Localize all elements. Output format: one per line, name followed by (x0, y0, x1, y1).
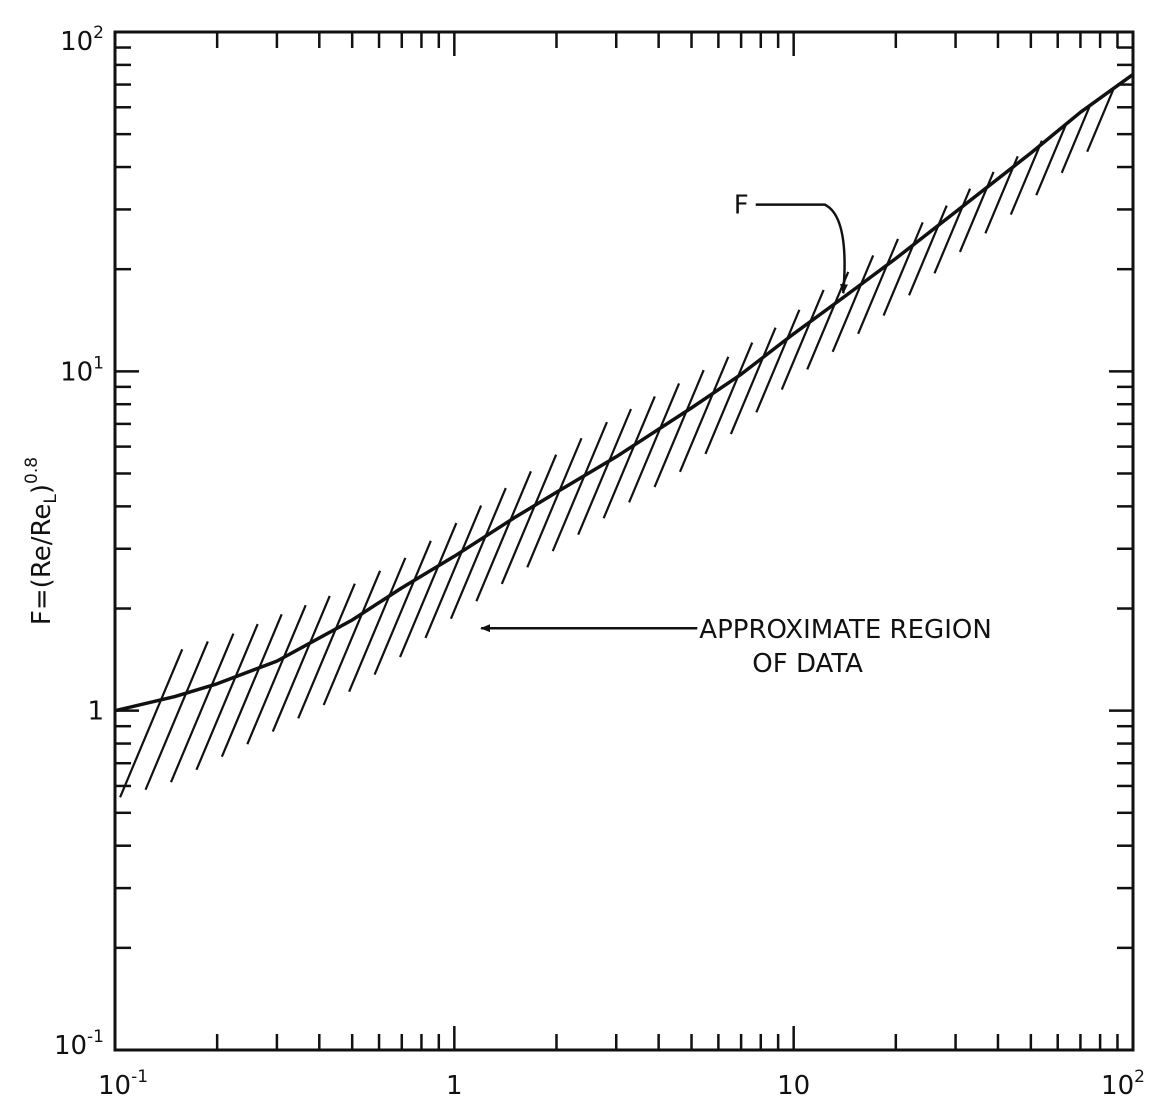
x-tick-label: 102 (1101, 1067, 1145, 1101)
annotation-F-label: F (734, 191, 749, 221)
hatch-mark (831, 254, 875, 353)
hatch-mark (500, 454, 558, 585)
hatch-mark (704, 342, 754, 455)
hatch-mark (373, 540, 432, 676)
hatch-mark (475, 470, 532, 602)
hatch-mark (755, 309, 801, 413)
hatch-mark (602, 395, 656, 519)
x-tick-label: 1 (446, 1071, 463, 1101)
y-axis-label: F=(Re/ReL)0.8 (22, 457, 61, 625)
hatch-mark (246, 604, 307, 745)
y-tick-label: 101 (60, 353, 104, 387)
hatch-mark (220, 613, 283, 758)
hatch-mark (169, 633, 235, 783)
hatch-mark (882, 221, 924, 316)
hatch-mark (1060, 106, 1091, 174)
hatch-mark (297, 583, 356, 719)
x-tick-label: 10-1 (98, 1067, 148, 1101)
x-tick-label: 10 (777, 1071, 810, 1101)
hatch-mark (780, 289, 825, 390)
hatch-mark (908, 205, 948, 296)
hatch-mark (449, 487, 507, 620)
y-tick-label: 102 (60, 23, 104, 57)
hatch-mark (628, 383, 681, 503)
hatch-mark (577, 408, 633, 536)
hatch-mark (348, 557, 407, 693)
y-tick-label: 10-1 (54, 1027, 104, 1061)
annotation-F-arrow (755, 203, 848, 295)
hatch-mark (424, 505, 483, 639)
hatch-mark (551, 421, 608, 552)
y-tick-label: 1 (87, 697, 104, 727)
hatch-mark (678, 356, 730, 473)
hatch-mark (933, 188, 972, 274)
hatch-mark (1086, 89, 1115, 153)
hatch-mark (144, 641, 209, 791)
hatch-mark (1035, 124, 1067, 196)
annotation-region-label-line2: OF DATA (752, 649, 863, 679)
hatch-mark (729, 327, 777, 435)
hatch-mark (271, 595, 331, 732)
hatch-mark (526, 437, 583, 568)
plot-frame (113, 30, 1135, 1052)
hatch-mark (322, 570, 382, 706)
hatch-mark (399, 522, 458, 658)
hatch-mark (653, 369, 705, 488)
annotation-region-label: APPROXIMATE REGION (699, 615, 992, 645)
hatch-mark (1009, 140, 1043, 216)
hatch-mark (119, 648, 184, 798)
hatch-mark (857, 238, 899, 335)
hatch-mark (958, 171, 995, 253)
hatch-mark (195, 623, 259, 771)
series-line-F (114, 72, 1135, 713)
